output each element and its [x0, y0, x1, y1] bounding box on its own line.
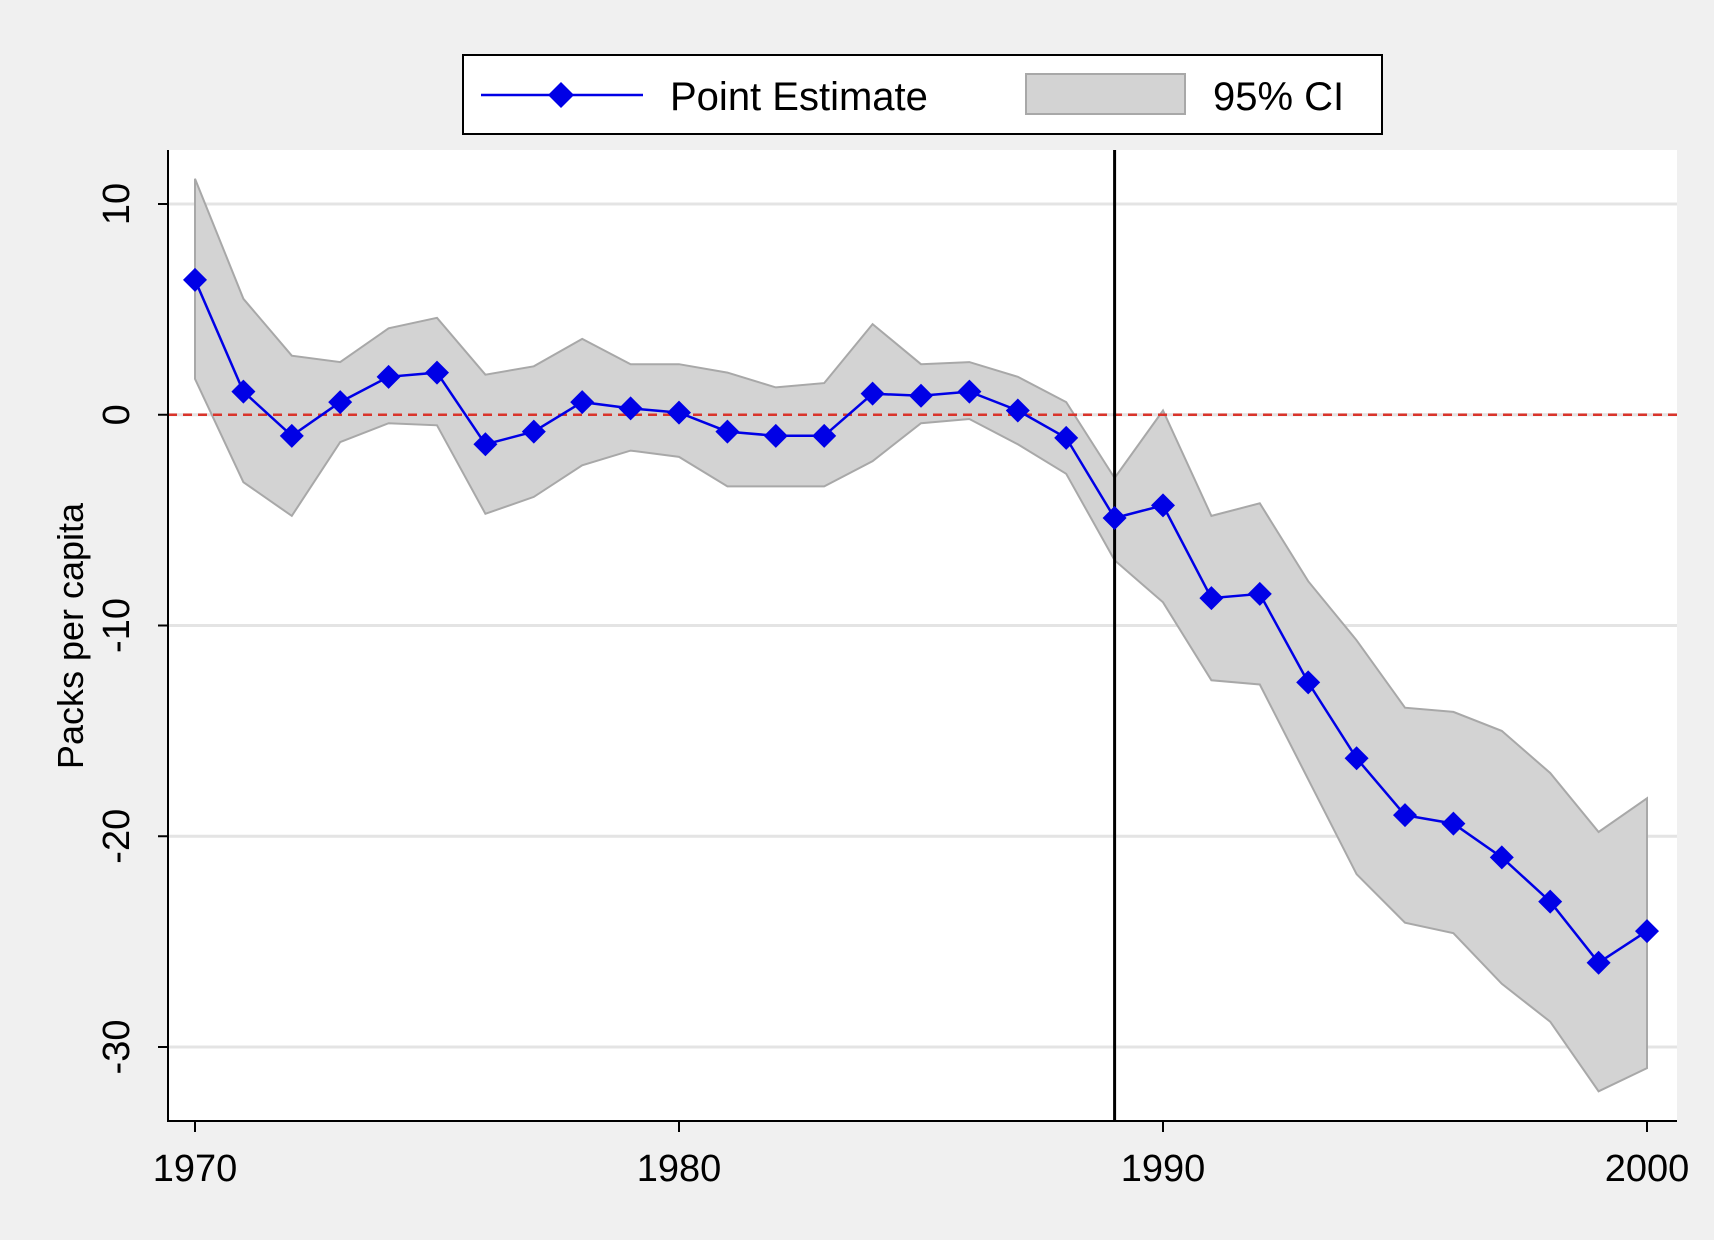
point-estimate-marker	[521, 419, 546, 444]
point-estimate-marker	[376, 364, 401, 389]
point-estimate-marker	[763, 423, 788, 448]
legend: Point Estimate 95% CI	[462, 54, 1383, 135]
legend-estimate-label: Point Estimate	[670, 75, 928, 119]
point-estimate-marker	[1635, 919, 1659, 944]
y-tick-label: -20	[96, 809, 138, 864]
point-estimate-marker	[1586, 950, 1611, 975]
point-estimate-marker	[328, 390, 353, 415]
point-estimate-marker	[1538, 889, 1563, 914]
point-estimate-marker	[183, 267, 207, 292]
point-estimate-marker	[1344, 746, 1369, 771]
legend-estimate-marker-swatch	[548, 82, 574, 108]
y-tick-label: -10	[96, 598, 138, 653]
point-estimate-marker	[1393, 803, 1417, 828]
point-estimate-marker	[1489, 845, 1514, 870]
y-tick-label: 0	[96, 404, 138, 425]
point-estimate-marker	[812, 423, 837, 448]
x-tick-label: 2000	[1605, 1148, 1690, 1190]
legend-ci-swatch	[1025, 73, 1186, 115]
point-estimate-marker	[425, 360, 449, 385]
plot-area	[168, 150, 1677, 1122]
x-tick-label: 1980	[637, 1148, 722, 1190]
ci-band	[194, 178, 1648, 1093]
point-estimate-marker	[279, 423, 304, 448]
point-estimate-marker	[1102, 506, 1127, 531]
y-tick-label: 10	[96, 183, 138, 225]
point-estimate-marker	[667, 400, 691, 425]
point-estimate-markers	[183, 267, 1659, 975]
point-estimate-marker	[957, 379, 982, 404]
point-estimate-marker	[715, 419, 740, 444]
x-tick-label: 1990	[1121, 1148, 1206, 1190]
y-axis-title: Packs per capita	[50, 502, 91, 769]
point-estimate-marker	[231, 379, 256, 404]
y-tick-label: -30	[96, 1020, 138, 1075]
point-estimate-marker	[570, 390, 595, 415]
point-estimate-marker	[909, 383, 933, 408]
legend-ci-label: 95% CI	[1213, 75, 1344, 119]
point-estimate-marker	[1151, 493, 1175, 518]
point-estimate-marker	[1441, 811, 1466, 836]
x-axis-ticks: 1970 1980 1990 2000	[153, 1121, 1690, 1190]
point-estimate-marker	[1005, 398, 1030, 423]
point-estimate-marker	[1247, 581, 1272, 606]
point-estimate-marker	[1296, 670, 1321, 695]
point-estimate-marker	[473, 432, 498, 457]
point-estimate-marker	[860, 381, 885, 406]
point-estimate-marker	[1199, 586, 1224, 611]
point-estimate-marker	[1054, 425, 1079, 450]
point-estimate-marker	[618, 396, 643, 421]
y-axis-ticks: 10 0 -10 -20 -30	[96, 183, 168, 1075]
x-tick-label: 1970	[153, 1148, 238, 1190]
